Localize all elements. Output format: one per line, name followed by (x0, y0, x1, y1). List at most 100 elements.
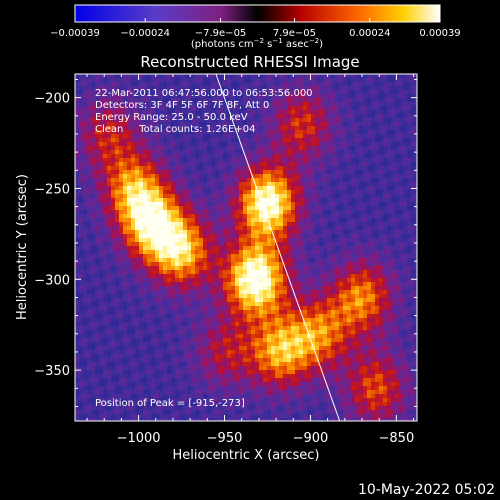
heatmap-cell (383, 274, 387, 278)
heatmap-cell (291, 162, 295, 166)
heatmap-cell (343, 178, 347, 182)
heatmap-cell (79, 86, 83, 90)
heatmap-cell (91, 294, 95, 298)
heatmap-cell (235, 234, 239, 238)
heatmap-cell (279, 182, 283, 186)
heatmap-cell (123, 250, 127, 254)
heatmap-cell (151, 290, 155, 294)
heatmap-cell (415, 130, 417, 134)
heatmap-cell (307, 210, 311, 214)
heatmap-cell (287, 218, 291, 222)
heatmap-cell (279, 134, 283, 138)
heatmap-cell (243, 118, 247, 122)
heatmap-cell (111, 126, 115, 130)
heatmap-cell (139, 194, 143, 198)
heatmap-cell (311, 258, 315, 262)
heatmap-cell (215, 282, 219, 286)
heatmap-cell (335, 126, 339, 130)
heatmap-cell (275, 98, 279, 102)
heatmap-cell (303, 254, 307, 258)
heatmap-cell (87, 294, 91, 298)
heatmap-cell (343, 246, 347, 250)
heatmap-cell (167, 234, 171, 238)
heatmap-cell (179, 266, 183, 270)
heatmap-cell (315, 106, 319, 110)
heatmap-cell (203, 146, 207, 150)
heatmap-cell (255, 242, 259, 246)
heatmap-cell (151, 226, 155, 230)
heatmap-cell (343, 158, 347, 162)
heatmap-cell (135, 246, 139, 250)
heatmap-cell (155, 190, 159, 194)
heatmap-cell (327, 202, 331, 206)
heatmap-cell (323, 250, 327, 254)
heatmap-cell (347, 174, 351, 178)
heatmap-cell (203, 114, 207, 118)
heatmap-cell (363, 178, 367, 182)
heatmap-cell (163, 98, 167, 102)
heatmap-cell (151, 98, 155, 102)
heatmap-cell (95, 150, 99, 154)
heatmap-cell (163, 74, 167, 78)
heatmap-cell (395, 114, 399, 118)
heatmap-cell (383, 186, 387, 190)
heatmap-cell (179, 202, 183, 206)
heatmap-cell (139, 262, 143, 266)
heatmap-cell (111, 146, 115, 150)
heatmap-cell (207, 98, 211, 102)
heatmap-cell (379, 138, 383, 142)
heatmap-cell (131, 234, 135, 238)
heatmap-cell (267, 166, 271, 170)
heatmap-cell (151, 102, 155, 106)
heatmap-cell (131, 210, 135, 214)
heatmap-cell (371, 106, 375, 110)
heatmap-cell (263, 166, 267, 170)
heatmap-cell (311, 138, 315, 142)
heatmap-cell (223, 282, 227, 286)
heatmap-cell (339, 150, 343, 154)
heatmap-cell (139, 94, 143, 98)
heatmap-cell (251, 266, 255, 270)
heatmap-cell (223, 114, 227, 118)
heatmap-cell (403, 294, 407, 298)
heatmap-cell (91, 90, 95, 94)
heatmap-cell (215, 150, 219, 154)
heatmap-cell (251, 166, 255, 170)
heatmap-cell (143, 106, 147, 110)
heatmap-cell (407, 246, 411, 250)
heatmap-cell (95, 86, 99, 90)
heatmap-cell (299, 78, 303, 82)
heatmap-cell (199, 302, 203, 306)
heatmap-cell (131, 230, 135, 234)
heatmap-cell (79, 178, 83, 182)
heatmap-cell (171, 254, 175, 258)
heatmap-cell (235, 122, 239, 126)
heatmap-cell (407, 146, 411, 150)
heatmap-cell (155, 158, 159, 162)
heatmap-cell (211, 98, 215, 102)
heatmap-cell (367, 222, 371, 226)
heatmap-cell (295, 126, 299, 130)
heatmap-cell (119, 142, 123, 146)
heatmap-cell (323, 226, 327, 230)
heatmap-cell (387, 246, 391, 250)
heatmap-cell (383, 266, 387, 270)
heatmap-cell (363, 262, 367, 266)
heatmap-cell (119, 154, 123, 158)
heatmap-cell (395, 174, 399, 178)
heatmap-cell (319, 158, 323, 162)
heatmap-cell (135, 98, 139, 102)
heatmap-cell (187, 106, 191, 110)
heatmap-cell (363, 170, 367, 174)
heatmap-cell (183, 206, 187, 210)
heatmap-cell (367, 262, 371, 266)
heatmap-cell (371, 86, 375, 90)
heatmap-cell (363, 298, 367, 302)
heatmap-cell (187, 190, 191, 194)
heatmap-cell (379, 298, 383, 302)
heatmap-cell (347, 246, 351, 250)
heatmap-cell (351, 142, 355, 146)
heatmap-cell (99, 238, 103, 242)
heatmap-cell (255, 278, 259, 282)
heatmap-cell (311, 190, 315, 194)
